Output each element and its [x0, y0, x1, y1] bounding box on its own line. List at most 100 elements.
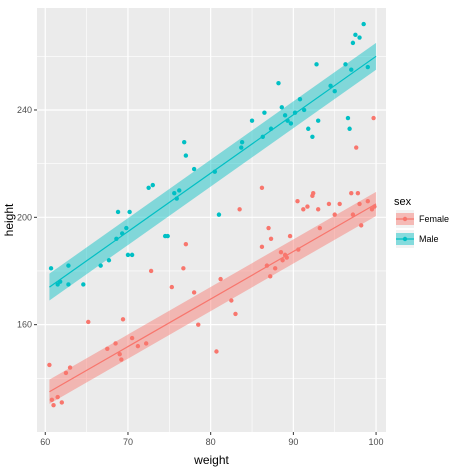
- female-point: [317, 225, 323, 231]
- female-point: [229, 298, 234, 303]
- male-point: [177, 188, 182, 193]
- female-point: [268, 274, 273, 279]
- female-point: [49, 397, 55, 402]
- male-point: [216, 212, 222, 217]
- female-point: [67, 365, 73, 370]
- female-point: [365, 199, 371, 204]
- female-point: [181, 266, 186, 271]
- male-point: [146, 185, 151, 190]
- legend-title: sex: [394, 196, 412, 208]
- female-point: [113, 341, 118, 346]
- male-point: [127, 209, 132, 215]
- female-point: [183, 241, 189, 247]
- male-point: [172, 190, 177, 196]
- female-point: [169, 284, 175, 290]
- male-point: [183, 153, 189, 158]
- y-axis-title: height: [2, 203, 16, 236]
- male-point: [48, 266, 54, 271]
- female-point: [237, 207, 242, 212]
- y-tick-label: 200: [17, 212, 32, 222]
- male-point: [343, 62, 348, 67]
- male-point: [182, 139, 187, 145]
- legend-key-female-point: [402, 216, 408, 222]
- legend: sex Female Male: [394, 196, 449, 248]
- male-point: [347, 126, 352, 131]
- female-point: [272, 266, 278, 271]
- x-axis-title: weight: [193, 453, 229, 467]
- female-point: [259, 185, 265, 190]
- male-point: [268, 126, 274, 131]
- x-tick-label: 100: [369, 437, 384, 447]
- male-point: [98, 263, 103, 268]
- male-point: [150, 182, 155, 188]
- male-point: [119, 231, 125, 236]
- minor-gridlines: [37, 8, 386, 432]
- female-fit-line: [49, 203, 377, 393]
- data-layer: [47, 21, 377, 408]
- male-point: [191, 166, 197, 172]
- female-point: [350, 212, 356, 217]
- male-point: [349, 67, 354, 72]
- female-point: [233, 311, 238, 317]
- y-tick-label: 160: [17, 320, 32, 330]
- female-point: [259, 244, 265, 250]
- male-point: [125, 252, 131, 258]
- male-point: [315, 118, 321, 123]
- female-point: [266, 225, 271, 231]
- x-tick-label: 80: [206, 437, 216, 447]
- male-point: [66, 263, 71, 268]
- female-point: [120, 317, 126, 322]
- female-point: [214, 349, 219, 354]
- legend-keys: Female Male: [396, 210, 449, 248]
- male-point: [249, 118, 255, 123]
- male-point: [174, 196, 179, 201]
- axes: 60 70 80 90 100 160 200 240: [17, 105, 384, 447]
- male-point: [57, 279, 63, 284]
- female-point: [268, 236, 274, 241]
- male-point: [260, 134, 265, 140]
- panel-background: [37, 8, 386, 432]
- male-point: [350, 40, 356, 46]
- female-point: [47, 362, 52, 368]
- male-point: [297, 97, 303, 102]
- male-point: [314, 62, 319, 67]
- female-point: [337, 201, 342, 207]
- male-point: [306, 126, 311, 131]
- female-point: [278, 250, 284, 255]
- male-point: [279, 105, 284, 110]
- female-point: [358, 223, 364, 228]
- female-point: [63, 370, 69, 376]
- male-point: [124, 225, 129, 231]
- female-point: [280, 258, 285, 263]
- female-point: [295, 199, 300, 204]
- male-point: [81, 282, 86, 287]
- female-point: [349, 190, 354, 196]
- major-gridlines: [37, 8, 386, 432]
- female-point: [119, 357, 124, 362]
- x-tick-label: 60: [40, 437, 50, 447]
- male-point: [115, 209, 121, 215]
- male-point: [285, 118, 290, 123]
- male-point: [332, 88, 337, 94]
- female-point: [191, 290, 197, 295]
- female-point: [105, 346, 110, 352]
- male-point: [288, 121, 294, 126]
- male-point: [165, 233, 170, 239]
- female-point: [371, 115, 376, 121]
- female-point: [315, 207, 321, 212]
- female-point: [372, 204, 377, 209]
- female-point: [86, 319, 91, 325]
- female-point: [355, 190, 361, 196]
- male-point: [276, 80, 281, 86]
- female-point: [264, 263, 270, 268]
- female-point: [301, 207, 306, 212]
- female-point: [326, 201, 332, 207]
- female-point: [296, 247, 301, 252]
- female-point: [287, 233, 293, 239]
- male-point: [212, 169, 218, 174]
- male-point: [353, 32, 358, 38]
- female-point: [354, 145, 359, 150]
- female-point: [59, 400, 65, 405]
- male-point: [262, 110, 267, 115]
